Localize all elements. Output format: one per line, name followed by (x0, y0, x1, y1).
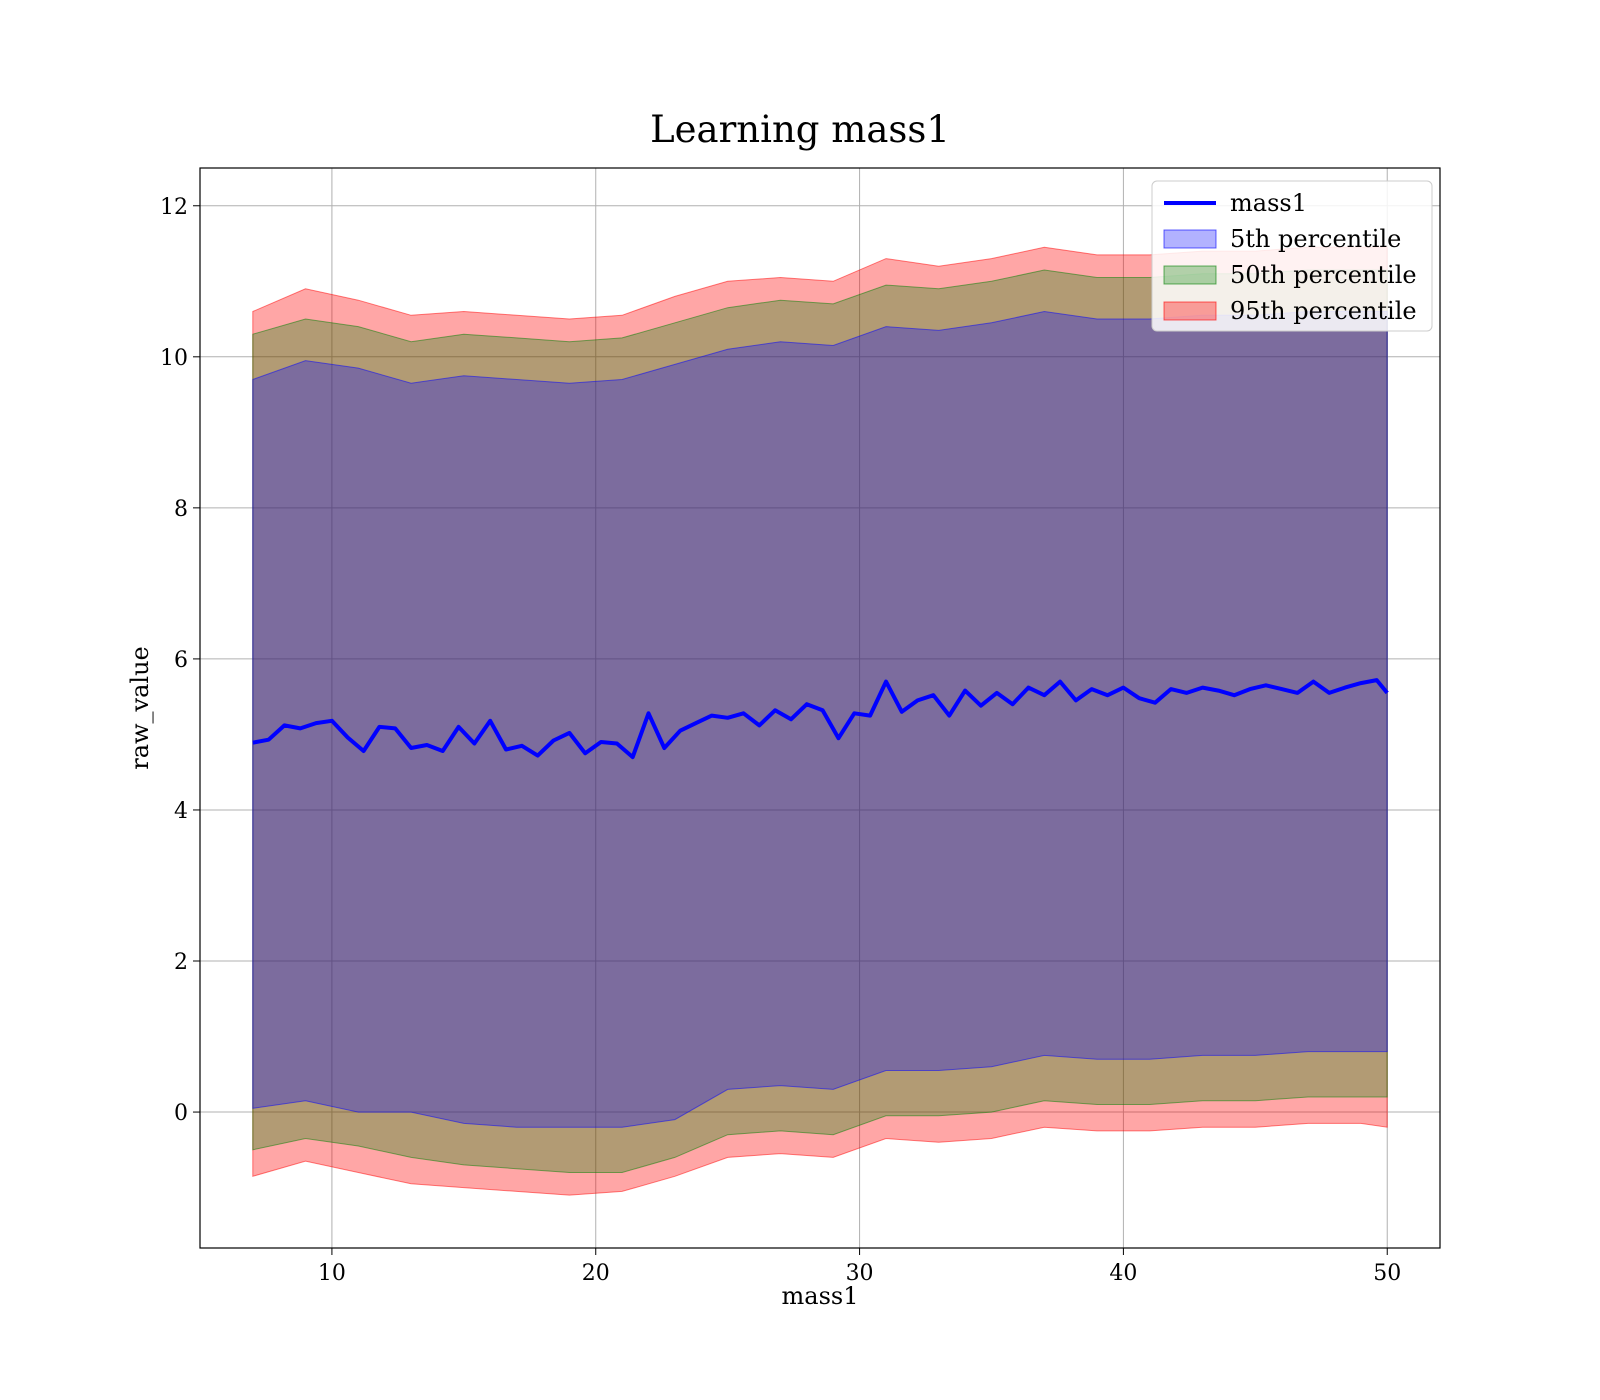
y-tick-label: 8 (174, 497, 188, 522)
legend-label: mass1 (1230, 189, 1307, 217)
x-tick-label: 30 (846, 1261, 874, 1286)
x-axis: 10 20 30 40 50 (318, 1248, 1401, 1286)
y-tick-label: 2 (174, 950, 188, 975)
series-lines (252, 678, 1389, 760)
band-50th-percentile (252, 269, 1388, 1173)
series-line-mass1 (252, 678, 1389, 760)
y-tick-label: 10 (160, 346, 188, 371)
y-axis: 0 2 4 6 8 10 12 (160, 195, 200, 1126)
x-tick-label: 20 (582, 1261, 610, 1286)
y-tick-label: 4 (174, 799, 188, 824)
legend-label: 95th percentile (1230, 297, 1417, 325)
chart-title: Learning mass1 (650, 108, 950, 151)
legend-swatch-patch (1163, 301, 1217, 321)
band-95th-percentile (252, 246, 1388, 1196)
legend-label: 50th percentile (1230, 261, 1417, 289)
legend-box (1151, 180, 1433, 332)
x-tick-label: 40 (1109, 1261, 1137, 1286)
plot-frame (199, 167, 1441, 1249)
x-axis-label: mass1 (782, 1282, 859, 1310)
legend: mass1 5th percentile 50th percentile 95th p… (1151, 180, 1433, 332)
legend-swatch-patch (1163, 229, 1217, 249)
x-tick-label: 50 (1373, 1261, 1401, 1286)
band-5th-percentile (252, 310, 1388, 1128)
y-tick-label: 0 (174, 1101, 188, 1126)
percentile-bands (252, 246, 1388, 1196)
legend-swatch-patch (1163, 265, 1217, 285)
x-tick-label: 10 (318, 1261, 346, 1286)
y-axis-label: raw_value (126, 646, 154, 770)
y-tick-label: 12 (160, 195, 188, 220)
y-tick-label: 6 (174, 648, 188, 673)
legend-label: 5th percentile (1230, 225, 1401, 253)
